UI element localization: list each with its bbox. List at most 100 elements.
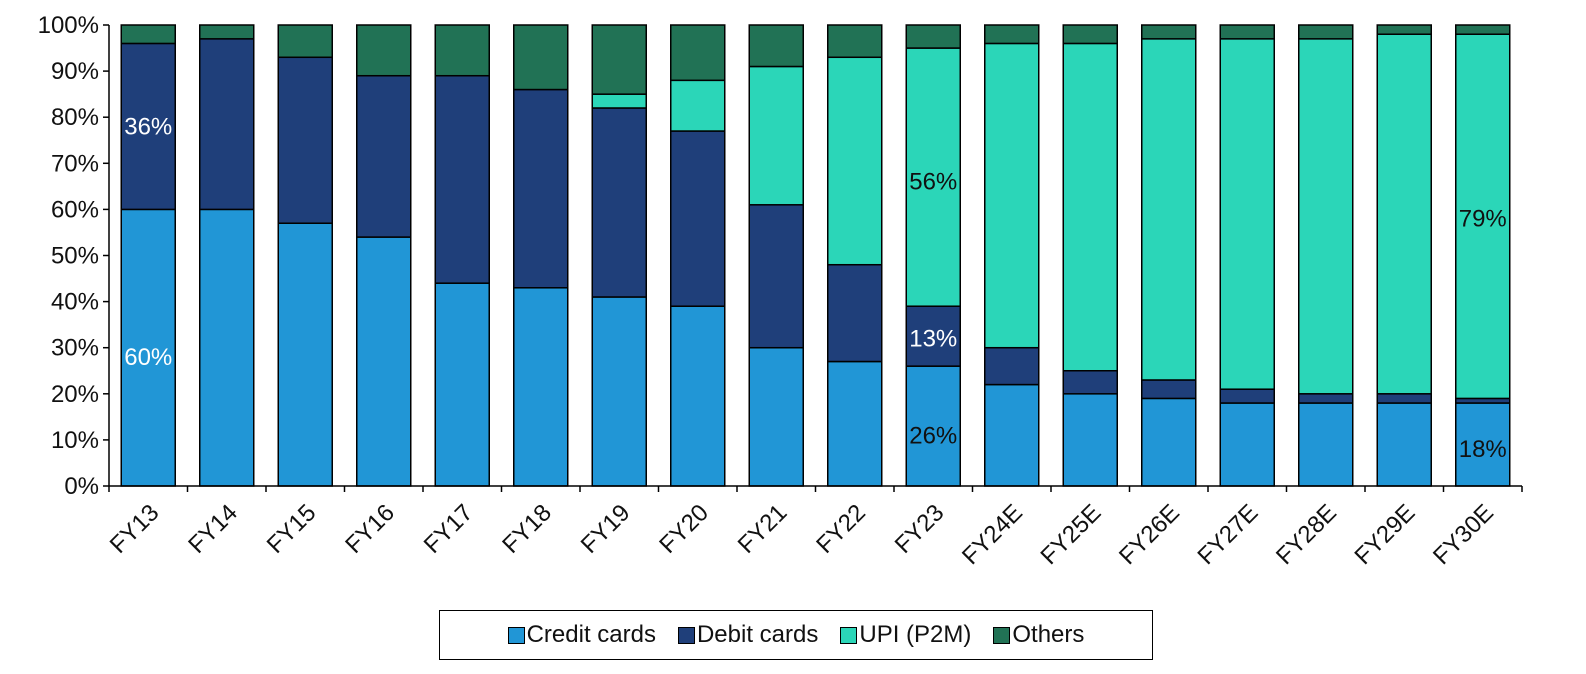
bar-segment-debit-cards-fy19 xyxy=(591,107,647,298)
bar-segment-debit-cards-fy22 xyxy=(827,263,883,363)
bar-segment-debit-cards-fy17 xyxy=(434,74,490,284)
bar-segment-credit-cards-fy19 xyxy=(591,296,647,487)
bar-segment-upi-p2m-fy26e xyxy=(1141,38,1197,381)
bar-segment-others-fy13 xyxy=(120,24,176,45)
bar-segment-others-fy15 xyxy=(277,24,333,59)
bar-segment-upi-p2m-fy28e xyxy=(1298,38,1354,395)
x-tick-label: FY16 xyxy=(340,499,400,559)
legend-label-debit-cards: Debit cards xyxy=(696,621,819,648)
bar-segment-debit-cards-fy18 xyxy=(513,88,569,289)
y-tick-label: 70% xyxy=(51,150,99,177)
bar-segment-credit-cards-fy15 xyxy=(277,222,333,487)
bar-segment-others-fy17 xyxy=(434,24,490,77)
bar-segment-upi-p2m-fy22 xyxy=(827,56,883,266)
bar-segment-others-fy26e xyxy=(1141,24,1197,40)
bar-segment-credit-cards-fy16 xyxy=(356,236,412,487)
y-tick-label: 60% xyxy=(51,196,99,223)
x-tick-label: FY30E xyxy=(1428,499,1499,570)
legend-item-debit-cards: Debit cards xyxy=(677,621,819,649)
bar-segment-debit-cards-fy24e xyxy=(984,346,1040,386)
bar-segment-debit-cards-fy26e xyxy=(1141,379,1197,400)
x-tick-label: FY18 xyxy=(497,499,557,559)
legend-swatch-upi xyxy=(840,626,858,644)
bar-segment-debit-cards-fy13 xyxy=(120,42,176,211)
x-tick-label: FY26E xyxy=(1114,499,1185,570)
bar-segment-upi-p2m-fy21 xyxy=(748,65,804,206)
bar-segment-credit-cards-fy24e xyxy=(984,383,1040,487)
legend-swatch-credit-cards xyxy=(507,626,525,644)
x-tick-label: FY21 xyxy=(733,499,793,559)
bar-segment-others-fy30e xyxy=(1455,24,1511,35)
y-tick-label: 90% xyxy=(51,58,99,85)
bar-segment-debit-cards-fy21 xyxy=(748,204,804,349)
y-tick-label: 30% xyxy=(51,335,99,362)
bar-segment-credit-cards-fy26e xyxy=(1141,397,1197,487)
bar-segment-credit-cards-fy14 xyxy=(199,208,255,487)
legend-label-upi: UPI (P2M) xyxy=(859,621,972,648)
x-tick-label: FY29E xyxy=(1350,499,1421,570)
legend-item-others: Others xyxy=(993,621,1084,649)
bar-segment-others-fy16 xyxy=(356,24,412,77)
bar-segment-others-fy28e xyxy=(1298,24,1354,40)
bar-segment-others-fy25e xyxy=(1062,24,1118,45)
bar-segment-debit-cards-fy20 xyxy=(670,130,726,307)
data-label: 60% xyxy=(124,344,172,371)
bar-segment-credit-cards-fy25e xyxy=(1062,393,1118,487)
bar-segment-credit-cards-fy18 xyxy=(513,287,569,487)
y-tick-label: 10% xyxy=(51,427,99,454)
x-tick-label: FY22 xyxy=(811,499,871,559)
x-tick-label: FY20 xyxy=(654,499,714,559)
bar-segment-others-fy29e xyxy=(1376,24,1432,35)
bar-segment-credit-cards-fy13 xyxy=(120,208,176,487)
data-label: 13% xyxy=(909,325,957,352)
x-tick-label: FY27E xyxy=(1193,499,1264,570)
x-tick-label: FY17 xyxy=(419,499,479,559)
bar-segment-debit-cards-fy14 xyxy=(199,38,255,211)
bar-segment-credit-cards-fy27e xyxy=(1219,402,1275,487)
legend-item-credit-cards: Credit cards xyxy=(507,621,656,649)
legend-label-credit-cards: Credit cards xyxy=(526,621,656,648)
data-label: 26% xyxy=(909,422,957,449)
x-tick-label: FY28E xyxy=(1271,499,1342,570)
chart-legend: Credit cards Debit cards UPI (P2M) Other… xyxy=(439,610,1153,660)
bar-segment-upi-p2m-fy19 xyxy=(591,93,647,109)
bar-segment-debit-cards-fy15 xyxy=(277,56,333,224)
bar-segment-credit-cards-fy21 xyxy=(748,346,804,487)
bar-segment-upi-p2m-fy24e xyxy=(984,42,1040,349)
legend-swatch-others xyxy=(993,626,1011,644)
legend-label-others: Others xyxy=(1012,621,1085,648)
bar-segment-debit-cards-fy28e xyxy=(1298,393,1354,404)
y-tick-label: 40% xyxy=(51,289,99,316)
bar-segment-upi-p2m-fy20 xyxy=(670,79,726,132)
bar-segment-credit-cards-fy22 xyxy=(827,360,883,487)
bar-segment-others-fy19 xyxy=(591,24,647,95)
bar-segment-upi-p2m-fy29e xyxy=(1376,33,1432,395)
stacked-bar-chart: FY13 FY14 FY15 FY16 FY17 FY18 FY19 FY20 FY21 FY22… xyxy=(38,12,1523,570)
bar-segment-upi-p2m-fy25e xyxy=(1062,42,1118,372)
x-tick-label: FY25E xyxy=(1036,499,1107,570)
bar-segment-credit-cards-fy20 xyxy=(670,305,726,487)
bar-segment-upi-p2m-fy30e xyxy=(1455,33,1511,400)
legend-swatch-debit-cards xyxy=(677,626,695,644)
bar-segment-others-fy23 xyxy=(905,24,961,49)
bar-segment-others-fy24e xyxy=(984,24,1040,45)
bar-segment-upi-p2m-fy23 xyxy=(905,47,961,307)
y-tick-label: 20% xyxy=(51,381,99,408)
bar-segment-credit-cards-fy17 xyxy=(434,282,490,487)
bar-segment-others-fy18 xyxy=(513,24,569,91)
x-tick-label: FY24E xyxy=(957,499,1028,570)
legend-item-upi: UPI (P2M) xyxy=(840,621,971,649)
bar-segment-debit-cards-fy25e xyxy=(1062,370,1118,395)
x-tick-label: FY23 xyxy=(890,499,950,559)
bar-segment-credit-cards-fy28e xyxy=(1298,402,1354,487)
y-tick-label: 0% xyxy=(64,473,99,500)
x-tick-label: FY13 xyxy=(105,499,165,559)
y-tick-label: 80% xyxy=(51,104,99,131)
y-tick-label: 50% xyxy=(51,243,99,270)
bar-segment-debit-cards-fy29e xyxy=(1376,393,1432,404)
data-label: 18% xyxy=(1459,436,1507,463)
bar-segment-debit-cards-fy27e xyxy=(1219,388,1275,404)
x-tick-label: FY15 xyxy=(262,499,322,559)
data-label: 36% xyxy=(124,113,172,140)
x-tick-label: FY19 xyxy=(576,499,636,559)
